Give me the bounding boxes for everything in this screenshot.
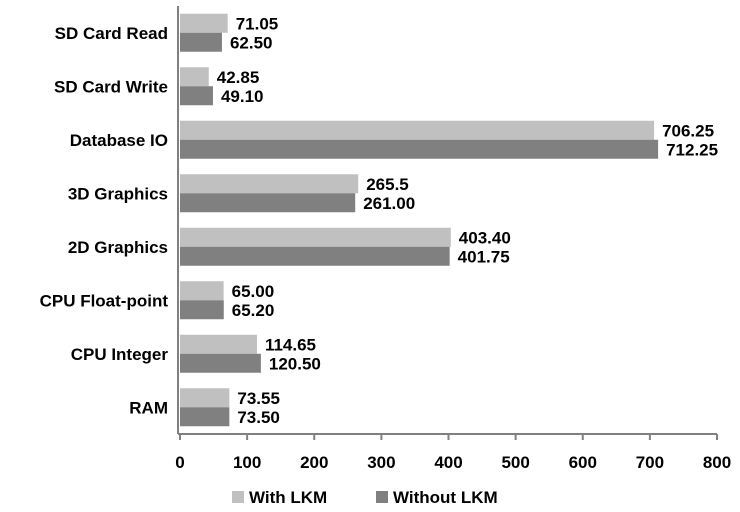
- x-tick-label: 800: [703, 453, 731, 472]
- category-label: 2D Graphics: [68, 238, 168, 257]
- value-label: 42.85: [217, 68, 260, 87]
- legend-item-with-lkm: With LKM: [232, 488, 327, 507]
- value-label: 73.50: [237, 408, 280, 427]
- bar-with-lkm: [180, 334, 257, 354]
- value-label: 120.50: [269, 354, 321, 373]
- legend-label: Without LKM: [393, 488, 498, 507]
- bar-with-lkm: [180, 174, 359, 194]
- category-label: SD Card Read: [55, 24, 168, 43]
- bar-without-lkm: [180, 300, 224, 320]
- bar-without-lkm: [180, 353, 261, 373]
- value-label: 403.40: [459, 228, 511, 247]
- x-tick-label: 100: [233, 453, 261, 472]
- category-label: CPU Float-point: [40, 291, 169, 310]
- x-tick-label: 700: [636, 453, 664, 472]
- value-label: 261.00: [363, 194, 415, 213]
- x-tick-label: 600: [569, 453, 597, 472]
- bar-without-lkm: [180, 193, 356, 213]
- category-label: RAM: [129, 398, 168, 417]
- value-label: 73.55: [237, 389, 280, 408]
- bar-without-lkm: [180, 407, 230, 427]
- value-label: 71.05: [236, 14, 279, 33]
- bar-with-lkm: [180, 388, 230, 408]
- bar-with-lkm: [180, 13, 228, 33]
- x-tick-label: 400: [434, 453, 462, 472]
- value-label: 706.25: [662, 121, 714, 140]
- value-label: 49.10: [221, 87, 264, 106]
- bar-with-lkm: [180, 67, 209, 87]
- legend: With LKM Without LKM: [232, 488, 498, 507]
- category-label: Database IO: [70, 131, 168, 150]
- x-tick-label: 500: [501, 453, 529, 472]
- x-tick-label: 0: [175, 453, 184, 472]
- value-label: 65.20: [232, 301, 275, 320]
- category-label: SD Card Write: [54, 77, 168, 96]
- value-label: 401.75: [458, 247, 510, 266]
- value-label: 712.25: [666, 140, 718, 159]
- x-axis-ticks: 0 100 200 300 400 500 600 700 800: [175, 434, 731, 472]
- bar-with-lkm: [180, 227, 451, 247]
- x-tick-label: 200: [300, 453, 328, 472]
- bar-without-lkm: [180, 86, 213, 106]
- legend-item-without-lkm: Without LKM: [376, 488, 498, 507]
- bars-layer: [180, 13, 659, 427]
- bar-with-lkm: [180, 281, 224, 301]
- legend-swatch: [376, 491, 388, 503]
- bar-without-lkm: [180, 246, 450, 266]
- value-label: 114.65: [265, 335, 316, 354]
- bar-without-lkm: [180, 32, 222, 52]
- value-label: 65.00: [232, 282, 275, 301]
- bar-without-lkm: [180, 139, 659, 159]
- category-label: CPU Integer: [71, 345, 169, 364]
- legend-label: With LKM: [249, 488, 327, 507]
- category-label: 3D Graphics: [68, 184, 168, 203]
- value-label: 265.5: [366, 175, 409, 194]
- legend-swatch: [232, 491, 244, 503]
- x-tick-label: 300: [367, 453, 395, 472]
- bar-with-lkm: [180, 120, 655, 140]
- value-label: 62.50: [230, 33, 273, 52]
